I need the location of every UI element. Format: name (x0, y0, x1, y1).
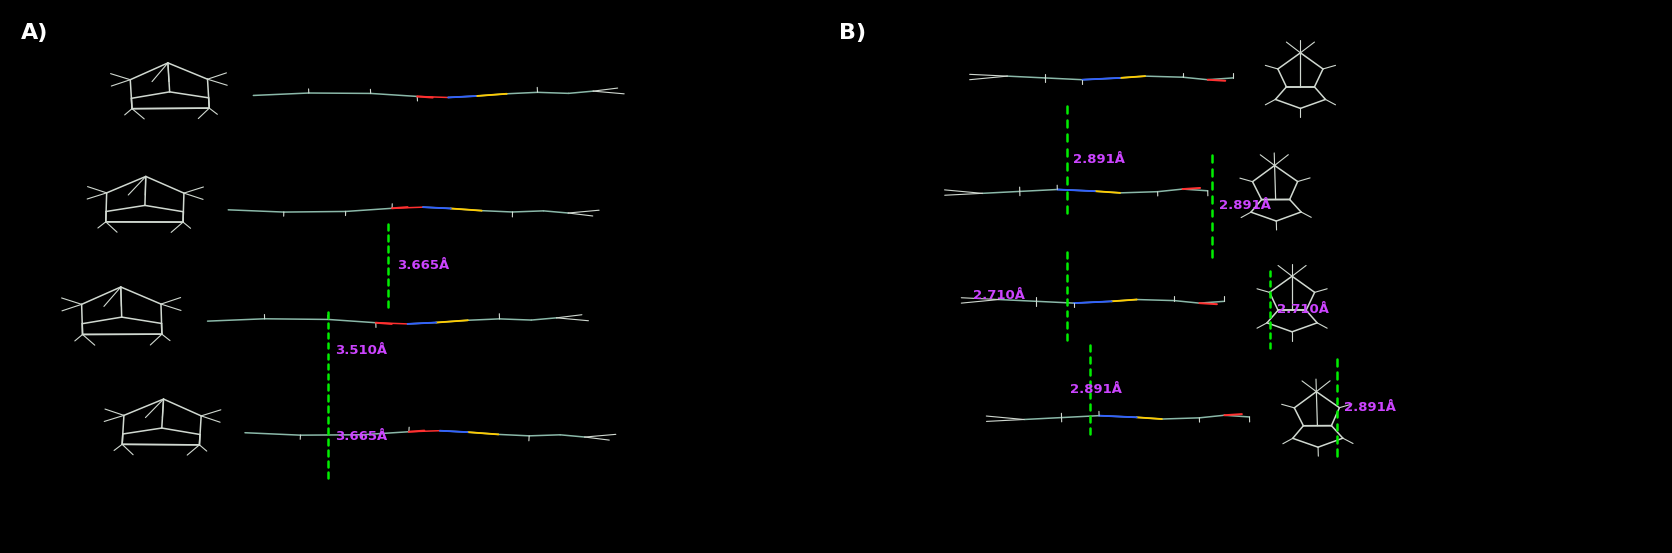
Text: 2.891Å: 2.891Å (1070, 383, 1122, 396)
Text: 3.510Å: 3.510Å (334, 345, 386, 357)
Text: 2.891Å: 2.891Å (1219, 200, 1271, 212)
Text: A): A) (20, 23, 48, 43)
Text: 2.710Å: 2.710Å (1277, 303, 1329, 316)
Text: 2.891Å: 2.891Å (1073, 153, 1125, 165)
Text: 3.665Å: 3.665Å (334, 430, 386, 443)
Text: 3.665Å: 3.665Å (396, 259, 448, 272)
Text: 2.710Å: 2.710Å (973, 289, 1025, 302)
Text: 2.891Å: 2.891Å (1344, 401, 1396, 414)
Text: B): B) (839, 23, 866, 43)
